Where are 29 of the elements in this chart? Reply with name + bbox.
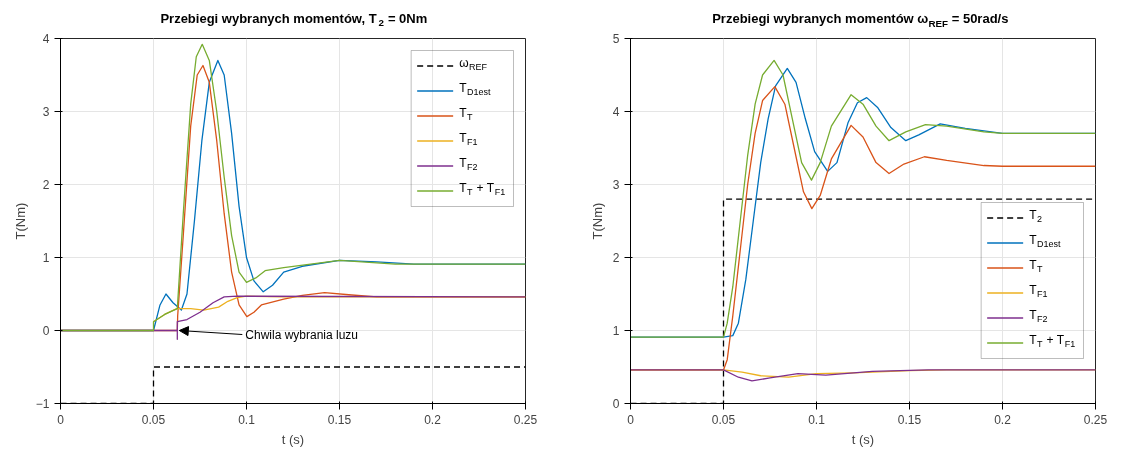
x-tick-label: 0.05 — [141, 412, 166, 427]
x-tick-label: 0.25 — [1083, 412, 1108, 427]
y-tick-label: 4 — [42, 32, 50, 46]
y-tick-label: 2 — [612, 251, 620, 265]
y-tick-label: 0 — [42, 324, 50, 338]
x-tick-label: 0.25 — [513, 412, 538, 427]
x-tick-label: 0 — [57, 412, 65, 427]
x-tick-label: 0.15 — [327, 412, 352, 427]
x-tick-label: 0 — [627, 412, 635, 427]
y-tick-label: −1 — [35, 397, 50, 411]
y-tick-label: 1 — [612, 324, 620, 338]
y-tick-label: 4 — [612, 105, 620, 119]
annotation: Chwila wybrania luzu — [245, 327, 359, 342]
x-axis-title: t (s) — [281, 431, 305, 447]
x-tick-label: 0.1 — [808, 412, 826, 427]
x-tick-label: 0.1 — [238, 412, 256, 427]
x-axis-title: t (s) — [851, 431, 875, 447]
x-tick-label: 0.2 — [424, 412, 442, 427]
x-tick-label: 0.2 — [994, 412, 1012, 427]
y-tick-label: 0 — [612, 397, 620, 411]
y-axis-title: T(Nm) — [12, 202, 28, 240]
y-tick-label: 3 — [612, 178, 620, 192]
y-tick-label: 1 — [42, 251, 50, 265]
y-tick-label: 2 — [42, 178, 50, 192]
y-axis-title: T(Nm) — [589, 202, 605, 240]
y-tick-label: 3 — [42, 105, 50, 119]
x-tick-label: 0.15 — [897, 412, 922, 427]
x-tick-label: 0.05 — [711, 412, 736, 427]
y-tick-label: 5 — [612, 32, 620, 46]
